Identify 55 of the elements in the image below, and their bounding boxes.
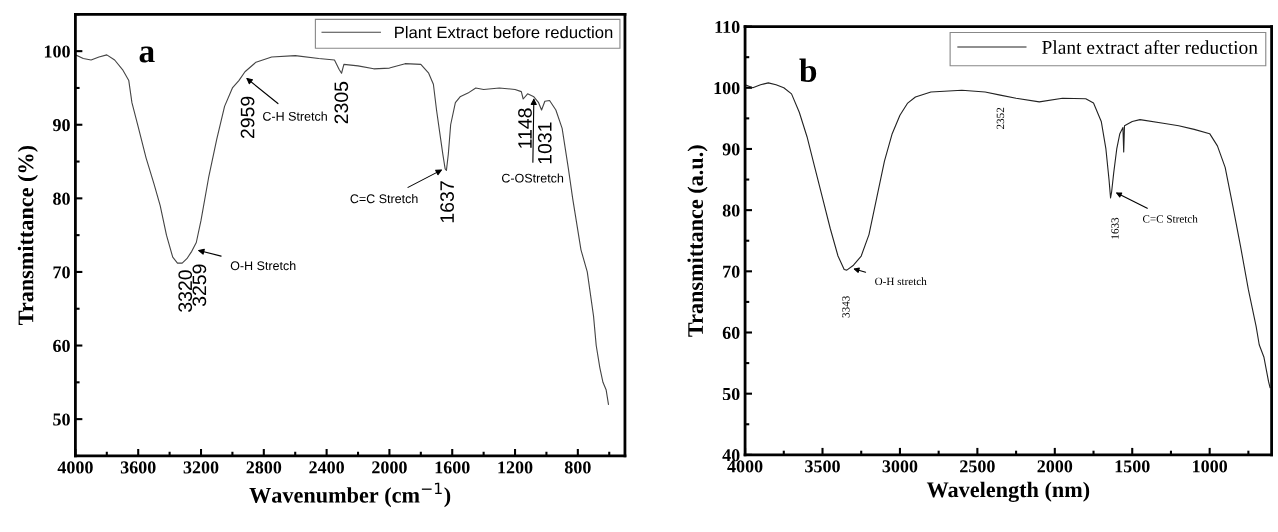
x-tick-label: 4000 (57, 461, 93, 474)
x-tick-label: 2800 (246, 461, 282, 474)
annotation: C=C Stretch (350, 193, 418, 204)
y-tick-label: 100 (714, 82, 740, 95)
x-tick-label: 3200 (183, 461, 219, 474)
legend-label: Plant extract after reduction (1042, 40, 1258, 55)
annotation: 1148 (518, 108, 532, 148)
annotation: 2305 (334, 81, 349, 124)
legend-label: Plant Extract before reduction (395, 26, 613, 39)
x-tick-label: 2000 (1037, 460, 1073, 473)
annotation: 3343 (842, 296, 850, 318)
x-tick-label: 800 (564, 461, 591, 474)
annotation: 1637 (440, 181, 454, 223)
line-series (745, 82, 1271, 389)
x-tick-label: 2500 (960, 460, 995, 473)
y-axis-title: Transmittance (%) (17, 145, 38, 326)
x-tick-label: 2000 (372, 461, 407, 474)
x-tick-label: 1000 (1193, 460, 1228, 473)
annotation: 1031 (537, 122, 552, 164)
x-tick-label: 4000 (727, 460, 763, 473)
y-tick-label: 110 (715, 20, 740, 34)
y-tick-label: 60 (722, 326, 740, 339)
annotation: a (139, 46, 155, 63)
y-tick-label: 70 (723, 265, 740, 278)
y-tick-label: 90 (722, 143, 740, 156)
annotation: 2352 (996, 107, 1005, 129)
y-tick-label: 40 (722, 449, 740, 462)
y-tick-label: 50 (722, 387, 740, 401)
x-tick-label: 3500 (805, 460, 840, 473)
y-axis-title: Transmittance (a.u.) (687, 145, 708, 337)
x-tick-label: 1200 (498, 461, 533, 474)
x-tick-label: 1600 (435, 461, 470, 474)
annotation: b (799, 58, 817, 83)
annotation: C-H Stretch (263, 111, 327, 121)
annotation: 2959 (240, 96, 255, 139)
annotation: C=C Stretch (1142, 214, 1198, 223)
annotation: O-H Stretch (230, 260, 296, 271)
y-tick-label: 70 (53, 266, 70, 279)
annotation: C-OStretch (502, 173, 564, 183)
y-tick-label: 60 (53, 339, 70, 352)
x-tick-label: 1500 (1115, 460, 1150, 473)
x-axis-title: Wavelength (nm) (926, 481, 1090, 502)
x-axis-title: Wavenumber (cm$^{−1}$) (249, 482, 451, 508)
annotation: O-H stretch (875, 277, 927, 286)
y-tick-label: 90 (52, 119, 70, 132)
y-tick-label: 80 (722, 204, 740, 217)
annotation: 1633 (1111, 217, 1119, 239)
y-tick-label: 80 (53, 192, 70, 205)
annotation: 3320 (178, 270, 193, 312)
x-tick-label: 3000 (882, 460, 918, 473)
y-tick-label: 50 (53, 413, 70, 426)
x-tick-label: 3600 (120, 461, 156, 474)
x-tick-label: 2400 (309, 461, 344, 474)
y-tick-label: 100 (44, 45, 70, 58)
annotation: 3259 (192, 264, 207, 307)
